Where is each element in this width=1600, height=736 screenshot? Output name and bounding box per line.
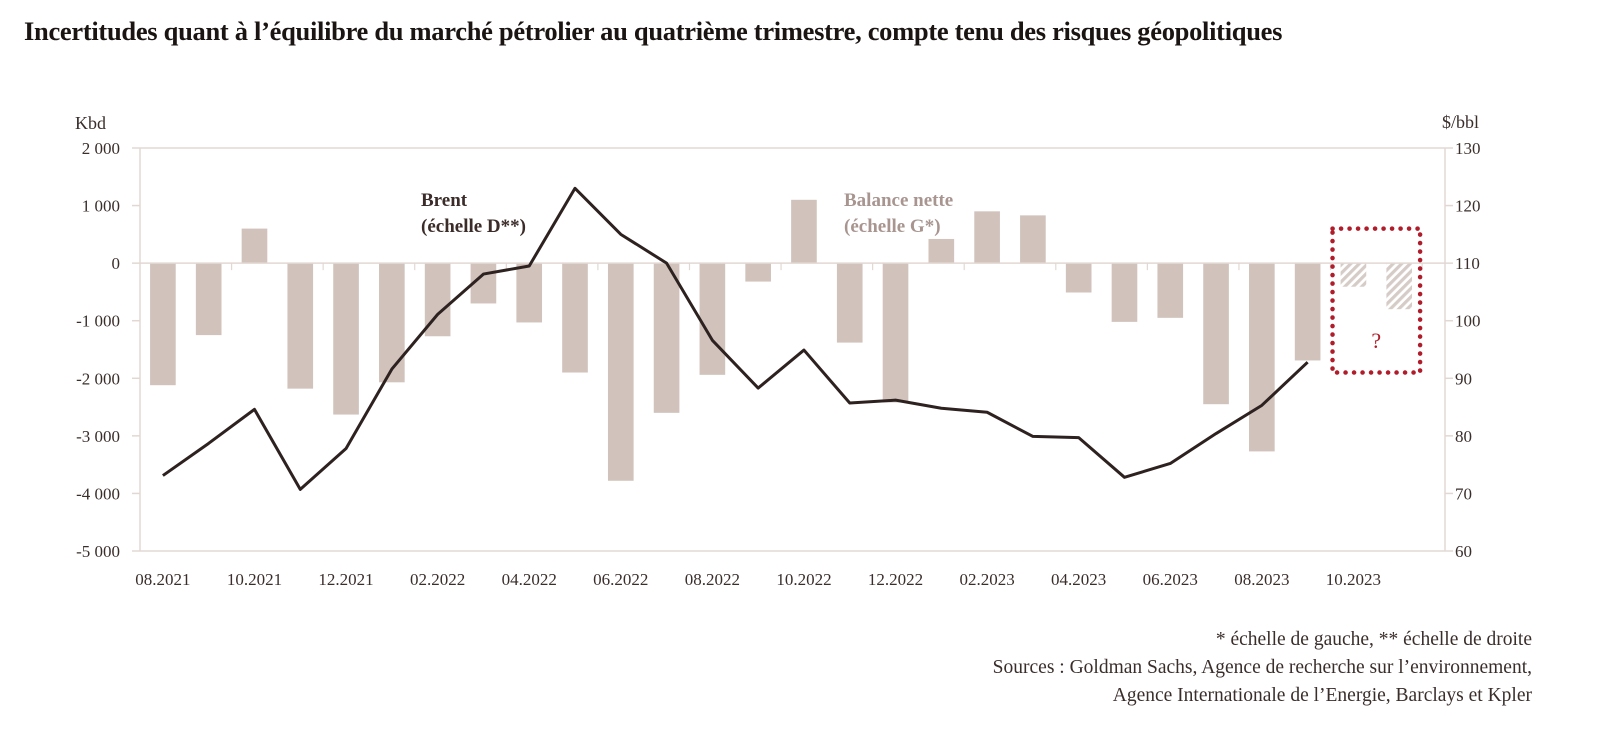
brent-annotation-line1: Brent [421, 190, 468, 211]
balance-bar [1203, 263, 1229, 405]
balance-bar [699, 263, 726, 375]
balance-bar [1294, 263, 1321, 361]
balance-bar [379, 263, 405, 383]
x-tick-label: 08.2022 [685, 570, 740, 589]
x-tick-label: 12.2021 [318, 570, 373, 589]
left-tick-label: -1 000 [76, 312, 120, 331]
balance-bar [836, 263, 863, 343]
right-tick-label: 70 [1455, 484, 1472, 503]
x-tick-label: 10.2021 [227, 570, 282, 589]
left-tick-label: -4 000 [76, 484, 120, 503]
right-tick-label: 110 [1455, 254, 1480, 273]
labels-group: Kbd $/bbl Brent (échelle D**) Balance ne… [75, 112, 1479, 353]
forecast-bar [1340, 263, 1367, 287]
sources-line-1: Sources : Goldman Sachs, Agence de reche… [992, 657, 1532, 678]
balance-bar [607, 263, 634, 481]
brent-annotation-line2: (échelle D**) [421, 216, 526, 237]
left-tick-label: 0 [112, 254, 121, 273]
x-tick-label: 08.2021 [135, 570, 190, 589]
balance-bar [516, 263, 543, 323]
x-tick-label: 12.2022 [868, 570, 923, 589]
left-tick-label: 2 000 [82, 139, 120, 158]
x-tick-label: 10.2023 [1326, 570, 1381, 589]
balance-annotation-line2: (échelle G*) [844, 216, 941, 237]
balance-bar [928, 238, 955, 264]
right-tick-label: 120 [1455, 197, 1481, 216]
balance-bar [882, 263, 909, 403]
forecast-bar [1386, 263, 1413, 310]
right-tick-label: 60 [1455, 542, 1472, 561]
x-tick-label: 10.2022 [776, 570, 831, 589]
uncertainty-question-mark: ? [1371, 328, 1381, 353]
balance-bar [1157, 263, 1184, 318]
footnotes: * échelle de gauche, ** échelle de droit… [993, 626, 1532, 710]
balance-bar [150, 263, 176, 386]
bars-group [150, 199, 1413, 481]
right-tick-label: 130 [1455, 139, 1481, 158]
right-tick-label: 90 [1455, 369, 1472, 388]
balance-bar [1111, 263, 1138, 322]
brent-line-group [162, 186, 1309, 491]
balance-bar [653, 263, 680, 413]
balance-bar [1020, 215, 1046, 264]
x-tick-label: 04.2022 [502, 570, 557, 589]
balance-bar [241, 228, 268, 264]
balance-bar [791, 199, 817, 264]
x-tick-label: 06.2022 [593, 570, 648, 589]
balance-bar [974, 211, 1000, 264]
x-tick-label: 02.2023 [959, 570, 1014, 589]
left-tick-label: 1 000 [82, 197, 120, 216]
balance-bar [1249, 263, 1275, 452]
balance-bar [333, 263, 359, 415]
x-tick-label: 02.2022 [410, 570, 465, 589]
uncertainty-box [1330, 226, 1423, 375]
right-tick-label: 100 [1455, 312, 1481, 331]
chart-title: Incertitudes quant à l’équilibre du marc… [24, 16, 1283, 46]
balance-bar [745, 263, 771, 282]
x-tick-label: 04.2023 [1051, 570, 1106, 589]
right-axis-unit: $/bbl [1442, 112, 1479, 132]
x-tick-label: 08.2023 [1234, 570, 1289, 589]
brent-line [162, 186, 1309, 491]
left-tick-label: -2 000 [76, 369, 120, 388]
balance-bar [1065, 263, 1092, 293]
x-tick-label: 06.2023 [1143, 570, 1198, 589]
balance-annotation-line1: Balance nette [844, 190, 953, 211]
sources-line-2: Agence Internationale de l’Energie, Barc… [1112, 685, 1532, 706]
left-axis-unit: Kbd [75, 113, 106, 133]
highlight-group [1330, 226, 1423, 375]
balance-bar [287, 263, 314, 389]
left-tick-label: -3 000 [76, 427, 120, 446]
balance-bar [195, 263, 222, 336]
left-tick-label: -5 000 [76, 542, 120, 561]
scale-note: * échelle de gauche, ** échelle de droit… [1215, 629, 1532, 650]
axes-group: 2 000 1 000 0 -1 000 -2 000 -3 000 -4 000 -5 00… [76, 139, 1480, 589]
right-tick-label: 80 [1455, 427, 1472, 446]
balance-bar [562, 263, 588, 373]
